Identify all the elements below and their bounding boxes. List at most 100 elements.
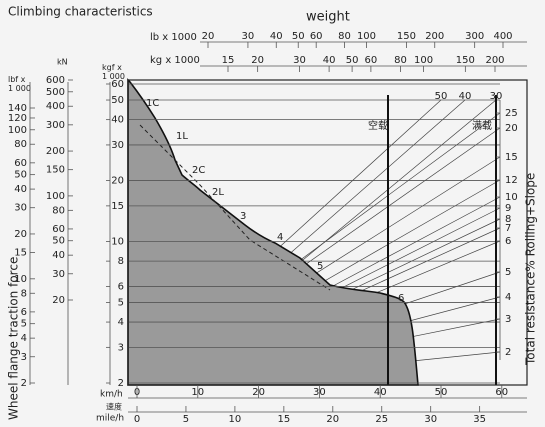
kgf-tick-label: 8 [118, 256, 124, 267]
kg-unit: kg x 1000 [150, 55, 200, 66]
resistance-tick-label: 10 [505, 192, 518, 203]
lbf-tick-label: 30 [14, 203, 27, 214]
kn-tick-label: 300 [46, 120, 65, 131]
kgf-tick-label: 20 [111, 176, 124, 187]
kn-tick-label: 600 [46, 75, 65, 86]
resistance-tick-label: 3 [505, 314, 511, 325]
gear-label: 1C [146, 98, 159, 109]
mph-tick-label: 35 [473, 414, 486, 425]
kg-tick-label: 80 [394, 55, 407, 66]
kgf-tick-label: 60 [111, 79, 124, 90]
lbf-tick-label: 6 [21, 307, 27, 318]
kn-tick-label: 400 [46, 101, 65, 112]
kgf-tick-label: 15 [111, 201, 124, 212]
kn-unit: kN [57, 58, 68, 67]
kg-tick-label: 150 [456, 55, 475, 66]
traction-curve [127, 78, 419, 386]
speed-label: 速度 [106, 402, 122, 412]
title: Climbing characteristics [8, 5, 153, 19]
lb-tick-label: 40 [270, 31, 283, 42]
kn-tick-label: 30 [52, 269, 65, 280]
resistance-tick-label: 15 [505, 152, 518, 163]
gear-label: 2C [192, 165, 205, 176]
kgf-tick-label: 10 [111, 237, 124, 248]
mph-tick-label: 5 [183, 414, 189, 425]
kn-tick-label: 500 [46, 87, 65, 98]
lbf-tick-label: 2 [21, 378, 27, 389]
kgf-tick-label: 50 [111, 95, 124, 106]
lbf-tick-label: 80 [14, 139, 27, 150]
kg-tick-label: 60 [365, 55, 378, 66]
lbf-tick-label: 3 [21, 352, 27, 363]
lbf-tick-label: 120 [8, 113, 27, 124]
gear-label: 1L [176, 131, 188, 142]
lbf-tick-label: 4 [21, 333, 27, 344]
lbf-tick-label: 10 [14, 274, 27, 285]
lb-tick-label: 80 [338, 31, 351, 42]
gear-label: 3 [240, 211, 246, 222]
lb-tick-label: 300 [465, 31, 484, 42]
kn-tick-label: 150 [46, 165, 65, 176]
lb-tick-label: 100 [357, 31, 376, 42]
lbf-tick-label: 20 [14, 229, 27, 240]
lbf-tick-label: 50 [14, 170, 27, 181]
resistance-tick-label: 6 [505, 236, 511, 247]
gear-label: 4 [277, 232, 283, 243]
mph-tick-label: 10 [229, 414, 242, 425]
resistance-tick-label: 2 [505, 347, 511, 358]
lbf-tick-label: 60 [14, 158, 27, 169]
mph-unit: mile/h [96, 414, 124, 424]
y-axis-title: Wheel flange traction force [7, 257, 21, 420]
right-axis-title: Total resistance% Rolling+Slope [524, 173, 538, 366]
kmh-unit: km/h [100, 390, 123, 400]
lb-tick-label: 60 [310, 31, 323, 42]
resistance-tick-label: 9 [505, 203, 511, 214]
kn-tick-label: 20 [52, 295, 65, 306]
kn-tick-label: 80 [52, 205, 65, 216]
lbf-tick-label: 5 [21, 319, 27, 330]
lb-tick-label: 20 [202, 31, 215, 42]
kg-tick-label: 20 [251, 55, 264, 66]
kg-tick-label: 30 [293, 55, 306, 66]
kgf-tick-label: 5 [118, 297, 124, 308]
kgf-tick-label: 3 [118, 342, 124, 353]
lbf-tick-label: 100 [8, 125, 27, 136]
lbf-tick-label: 40 [14, 184, 27, 195]
gear-label: 6 [398, 293, 404, 304]
kg-tick-label: 40 [323, 55, 336, 66]
resistance-tick-label: 12 [505, 175, 518, 186]
lb-tick-label: 50 [292, 31, 305, 42]
gear-label: 2L [212, 187, 224, 198]
lb-unit: lb x 1000 [150, 32, 197, 43]
kn-tick-label: 60 [52, 224, 65, 235]
grid [128, 83, 500, 384]
mph-tick-label: 0 [134, 414, 140, 425]
resistance-top-label: 50 [435, 91, 448, 102]
resistance-tick-label: 4 [505, 292, 511, 303]
kg-tick-label: 50 [346, 55, 359, 66]
mph-tick-label: 30 [424, 414, 437, 425]
kg-tick-label: 200 [485, 55, 504, 66]
lb-tick-label: 200 [425, 31, 444, 42]
kg-tick-label: 15 [222, 55, 235, 66]
lbf-tick-label: 140 [8, 103, 27, 114]
mph-tick-label: 25 [375, 414, 388, 425]
loaded-label: 满载 [472, 120, 492, 132]
gear-label: 5 [317, 261, 323, 272]
resistance-tick-label: 7 [505, 223, 511, 234]
resistance-tick-label: 5 [505, 267, 511, 278]
weight-label: weight [306, 10, 350, 25]
kgf-tick-label: 6 [118, 281, 124, 292]
kgf-tick-label: 4 [118, 317, 124, 328]
mph-tick-label: 15 [277, 414, 290, 425]
lbf-tick-label: 15 [14, 248, 27, 259]
mph-tick-label: 20 [326, 414, 339, 425]
resistance-top-label: 30 [490, 91, 503, 102]
empty-label: 空载 [368, 119, 388, 132]
resistance-tick-label: 25 [505, 108, 518, 119]
kgf-tick-label: 40 [111, 115, 124, 126]
kg-tick-label: 100 [414, 55, 433, 66]
